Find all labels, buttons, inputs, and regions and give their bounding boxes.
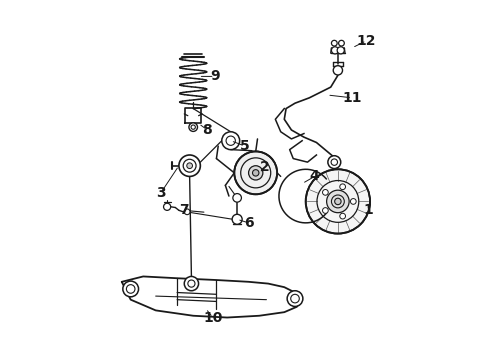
Circle shape: [327, 190, 349, 213]
Circle shape: [306, 169, 370, 234]
Circle shape: [287, 291, 303, 306]
Text: 5: 5: [240, 139, 250, 153]
Circle shape: [248, 166, 263, 180]
Text: 8: 8: [203, 123, 212, 137]
Text: 11: 11: [343, 91, 362, 105]
Circle shape: [333, 66, 343, 75]
Text: 2: 2: [260, 161, 270, 175]
Circle shape: [233, 194, 242, 202]
Circle shape: [335, 198, 341, 204]
Circle shape: [322, 189, 328, 195]
Circle shape: [232, 214, 242, 224]
Circle shape: [164, 203, 171, 210]
Circle shape: [339, 40, 344, 46]
Text: 3: 3: [156, 185, 166, 199]
Circle shape: [187, 163, 193, 168]
Circle shape: [184, 276, 198, 291]
Circle shape: [337, 47, 344, 54]
Circle shape: [234, 152, 277, 194]
Circle shape: [331, 47, 339, 54]
Circle shape: [189, 123, 197, 131]
Text: 12: 12: [357, 34, 376, 48]
Circle shape: [350, 199, 356, 204]
Polygon shape: [122, 276, 302, 318]
Circle shape: [340, 213, 345, 219]
Circle shape: [184, 209, 190, 215]
Circle shape: [328, 156, 341, 168]
Circle shape: [322, 208, 328, 213]
Polygon shape: [185, 108, 201, 123]
Circle shape: [222, 132, 240, 150]
Text: 4: 4: [310, 170, 319, 184]
Text: 9: 9: [210, 69, 220, 84]
Circle shape: [179, 155, 200, 176]
Circle shape: [331, 40, 337, 46]
Text: 7: 7: [179, 203, 189, 217]
Text: 10: 10: [203, 311, 222, 324]
Circle shape: [340, 184, 345, 190]
Text: 6: 6: [244, 216, 253, 230]
Text: 1: 1: [364, 203, 373, 217]
Circle shape: [252, 170, 259, 176]
Circle shape: [123, 281, 139, 297]
